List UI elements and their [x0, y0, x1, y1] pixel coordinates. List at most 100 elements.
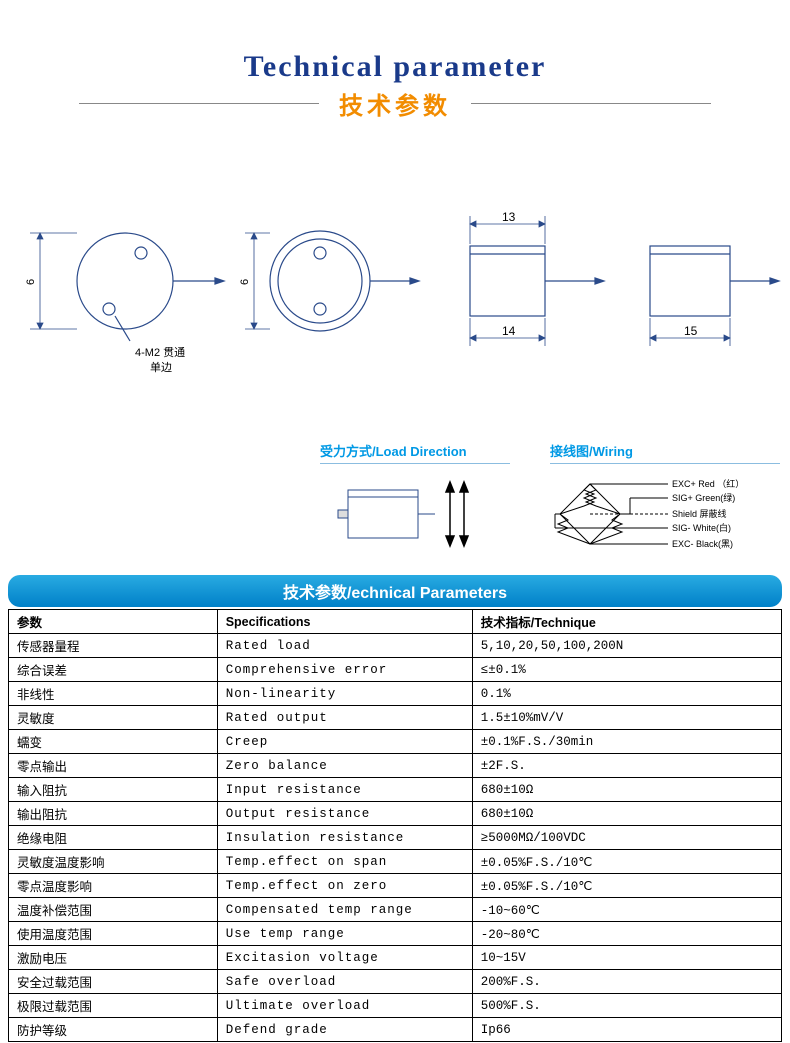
table-cell: -10~60℃	[472, 898, 781, 922]
table-cell: Temp.effect on span	[217, 850, 472, 874]
table-cell: 激励电压	[9, 946, 218, 970]
table-cell: Output resistance	[217, 802, 472, 826]
load-direction-title: 受力方式/Load Direction	[320, 441, 510, 464]
table-cell: 0.1%	[472, 682, 781, 706]
wiring-diagram: EXC+ Red （红） SIG+ Green(绿) Shield 屏蔽线 SI…	[550, 472, 780, 557]
parameters-table: 参数 Specifications 技术指标/Technique 传感器量程Ra…	[8, 609, 782, 1042]
table-cell: Non-linearity	[217, 682, 472, 706]
title-chinese: 技术参数	[339, 86, 451, 121]
table-cell: Safe overload	[217, 970, 472, 994]
table-cell: 输出阻抗	[9, 802, 218, 826]
dim-15: 15	[684, 324, 698, 338]
table-row: 极限过载范围Ultimate overload500%F.S.	[9, 994, 782, 1018]
table-row: 非线性Non-linearity0.1%	[9, 682, 782, 706]
drawing-note-2: 单边	[150, 361, 172, 374]
table-row: 灵敏度温度影响Temp.effect on span±0.05%F.S./10℃	[9, 850, 782, 874]
table-cell: Ultimate overload	[217, 994, 472, 1018]
th-2: 技术指标/Technique	[472, 610, 781, 634]
page-header: Technical parameter 技术参数	[0, 0, 790, 121]
table-row: 灵敏度Rated output1.5±10%mV/V	[9, 706, 782, 730]
table-cell: Rated output	[217, 706, 472, 730]
dim-h2: 6	[239, 279, 251, 285]
table-cell: 零点温度影响	[9, 874, 218, 898]
table-cell: 680±10Ω	[472, 802, 781, 826]
table-cell: 500%F.S.	[472, 994, 781, 1018]
table-cell: 灵敏度温度影响	[9, 850, 218, 874]
technical-drawing: 6 4-M2 贯通 单边 6	[0, 211, 790, 391]
table-cell: 200%F.S.	[472, 970, 781, 994]
dim-14: 14	[502, 324, 516, 338]
table-cell: Input resistance	[217, 778, 472, 802]
wire-label-0: EXC+ Red （红）	[672, 478, 744, 489]
table-cell: 零点输出	[9, 754, 218, 778]
table-cell: Comprehensive error	[217, 658, 472, 682]
table-cell: Insulation resistance	[217, 826, 472, 850]
table-cell: 绝缘电阻	[9, 826, 218, 850]
wiring-title: 接线图/Wiring	[550, 441, 780, 464]
table-cell: Defend grade	[217, 1018, 472, 1042]
wiring-block: 接线图/Wiring EXC+ Red （	[550, 441, 780, 557]
table-row: 零点温度影响Temp.effect on zero±0.05%F.S./10℃	[9, 874, 782, 898]
table-row: 绝缘电阻Insulation resistance≥5000MΩ/100VDC	[9, 826, 782, 850]
table-cell: Temp.effect on zero	[217, 874, 472, 898]
wire-label-2: Shield 屏蔽线	[672, 508, 727, 519]
table-cell: 防护等级	[9, 1018, 218, 1042]
th-0: 参数	[9, 610, 218, 634]
table-row: 传感器量程Rated load5,10,20,50,100,200N	[9, 634, 782, 658]
drawing-note-1: 4-M2 贯通	[135, 346, 185, 359]
load-direction-block: 受力方式/Load Direction	[320, 441, 510, 557]
title-row-cn: 技术参数	[0, 86, 790, 121]
wire-label-3: SIG- White(白)	[672, 522, 731, 533]
wire-label-1: SIG+ Green(绿)	[672, 492, 735, 503]
table-cell: ±0.05%F.S./10℃	[472, 850, 781, 874]
table-cell: 非线性	[9, 682, 218, 706]
table-row: 防护等级Defend gradeIp66	[9, 1018, 782, 1042]
table-cell: 10~15V	[472, 946, 781, 970]
rule-right	[471, 103, 711, 104]
table-cell: 680±10Ω	[472, 778, 781, 802]
table-row: 使用温度范围Use temp range-20~80℃	[9, 922, 782, 946]
table-cell: 5,10,20,50,100,200N	[472, 634, 781, 658]
table-cell: ≥5000MΩ/100VDC	[472, 826, 781, 850]
table-header-row: 参数 Specifications 技术指标/Technique	[9, 610, 782, 634]
section-title-bar: 技术参数/echnical Parameters	[8, 575, 782, 607]
dim-h1: 6	[25, 279, 37, 285]
table-cell: ±0.05%F.S./10℃	[472, 874, 781, 898]
table-row: 安全过载范围Safe overload200%F.S.	[9, 970, 782, 994]
title-english: Technical parameter	[0, 50, 790, 84]
table-cell: 使用温度范围	[9, 922, 218, 946]
table-cell: Use temp range	[217, 922, 472, 946]
table-cell: 温度补偿范围	[9, 898, 218, 922]
table-cell: ±2F.S.	[472, 754, 781, 778]
table-cell: 传感器量程	[9, 634, 218, 658]
table-row: 蠕变Creep±0.1%F.S./30min	[9, 730, 782, 754]
table-cell: 1.5±10%mV/V	[472, 706, 781, 730]
rule-left	[79, 103, 319, 104]
table-cell: 综合误差	[9, 658, 218, 682]
table-cell: Ip66	[472, 1018, 781, 1042]
table-cell: Rated load	[217, 634, 472, 658]
wire-label-4: EXC- Black(黑)	[672, 539, 733, 549]
table-row: 温度补偿范围Compensated temp range-10~60℃	[9, 898, 782, 922]
load-wiring-row: 受力方式/Load Direction	[0, 441, 790, 557]
table-row: 激励电压Excitasion voltage10~15V	[9, 946, 782, 970]
table-row: 输入阻抗Input resistance680±10Ω	[9, 778, 782, 802]
table-cell: -20~80℃	[472, 922, 781, 946]
table-row: 输出阻抗Output resistance680±10Ω	[9, 802, 782, 826]
table-cell: 灵敏度	[9, 706, 218, 730]
table-cell: Zero balance	[217, 754, 472, 778]
table-row: 零点输出Zero balance±2F.S.	[9, 754, 782, 778]
table-cell: Creep	[217, 730, 472, 754]
load-direction-diagram	[320, 472, 510, 557]
table-cell: 输入阻抗	[9, 778, 218, 802]
table-cell: 极限过载范围	[9, 994, 218, 1018]
table-cell: Compensated temp range	[217, 898, 472, 922]
table-cell: 蠕变	[9, 730, 218, 754]
table-cell: Excitasion voltage	[217, 946, 472, 970]
table-cell: ±0.1%F.S./30min	[472, 730, 781, 754]
table-row: 综合误差Comprehensive error≤±0.1%	[9, 658, 782, 682]
th-1: Specifications	[217, 610, 472, 634]
table-cell: ≤±0.1%	[472, 658, 781, 682]
table-cell: 安全过载范围	[9, 970, 218, 994]
dim-13: 13	[502, 211, 516, 224]
